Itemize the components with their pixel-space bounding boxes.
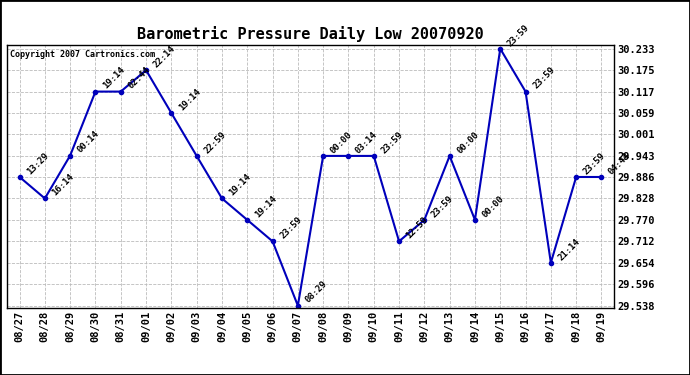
- Text: 23:59: 23:59: [531, 66, 556, 91]
- Text: 00:00: 00:00: [480, 194, 506, 219]
- Text: 00:14: 00:14: [76, 129, 101, 155]
- Text: 03:14: 03:14: [354, 130, 380, 155]
- Title: Barometric Pressure Daily Low 20070920: Barometric Pressure Daily Low 20070920: [137, 27, 484, 42]
- Text: 12:59: 12:59: [404, 215, 430, 240]
- Text: 02:44: 02:44: [126, 66, 152, 91]
- Text: 22:59: 22:59: [202, 130, 228, 155]
- Text: 23:59: 23:59: [506, 22, 531, 48]
- Text: 23:59: 23:59: [278, 215, 304, 240]
- Text: 04:44: 04:44: [607, 151, 632, 176]
- Text: 22:14: 22:14: [152, 44, 177, 69]
- Text: 23:59: 23:59: [380, 130, 404, 155]
- Text: 21:14: 21:14: [556, 237, 582, 262]
- Text: 00:00: 00:00: [455, 130, 480, 155]
- Text: 19:14: 19:14: [101, 66, 126, 91]
- Text: 19:14: 19:14: [253, 194, 278, 219]
- Text: 19:14: 19:14: [228, 172, 253, 198]
- Text: 19:14: 19:14: [177, 87, 202, 112]
- Text: 13:29: 13:29: [25, 151, 50, 176]
- Text: Copyright 2007 Cartronics.com: Copyright 2007 Cartronics.com: [10, 50, 155, 59]
- Text: 08:29: 08:29: [304, 279, 328, 305]
- Text: 23:59: 23:59: [582, 151, 607, 176]
- Text: 23:59: 23:59: [430, 194, 455, 219]
- Text: 00:00: 00:00: [328, 130, 354, 155]
- Text: 16:14: 16:14: [50, 172, 76, 198]
